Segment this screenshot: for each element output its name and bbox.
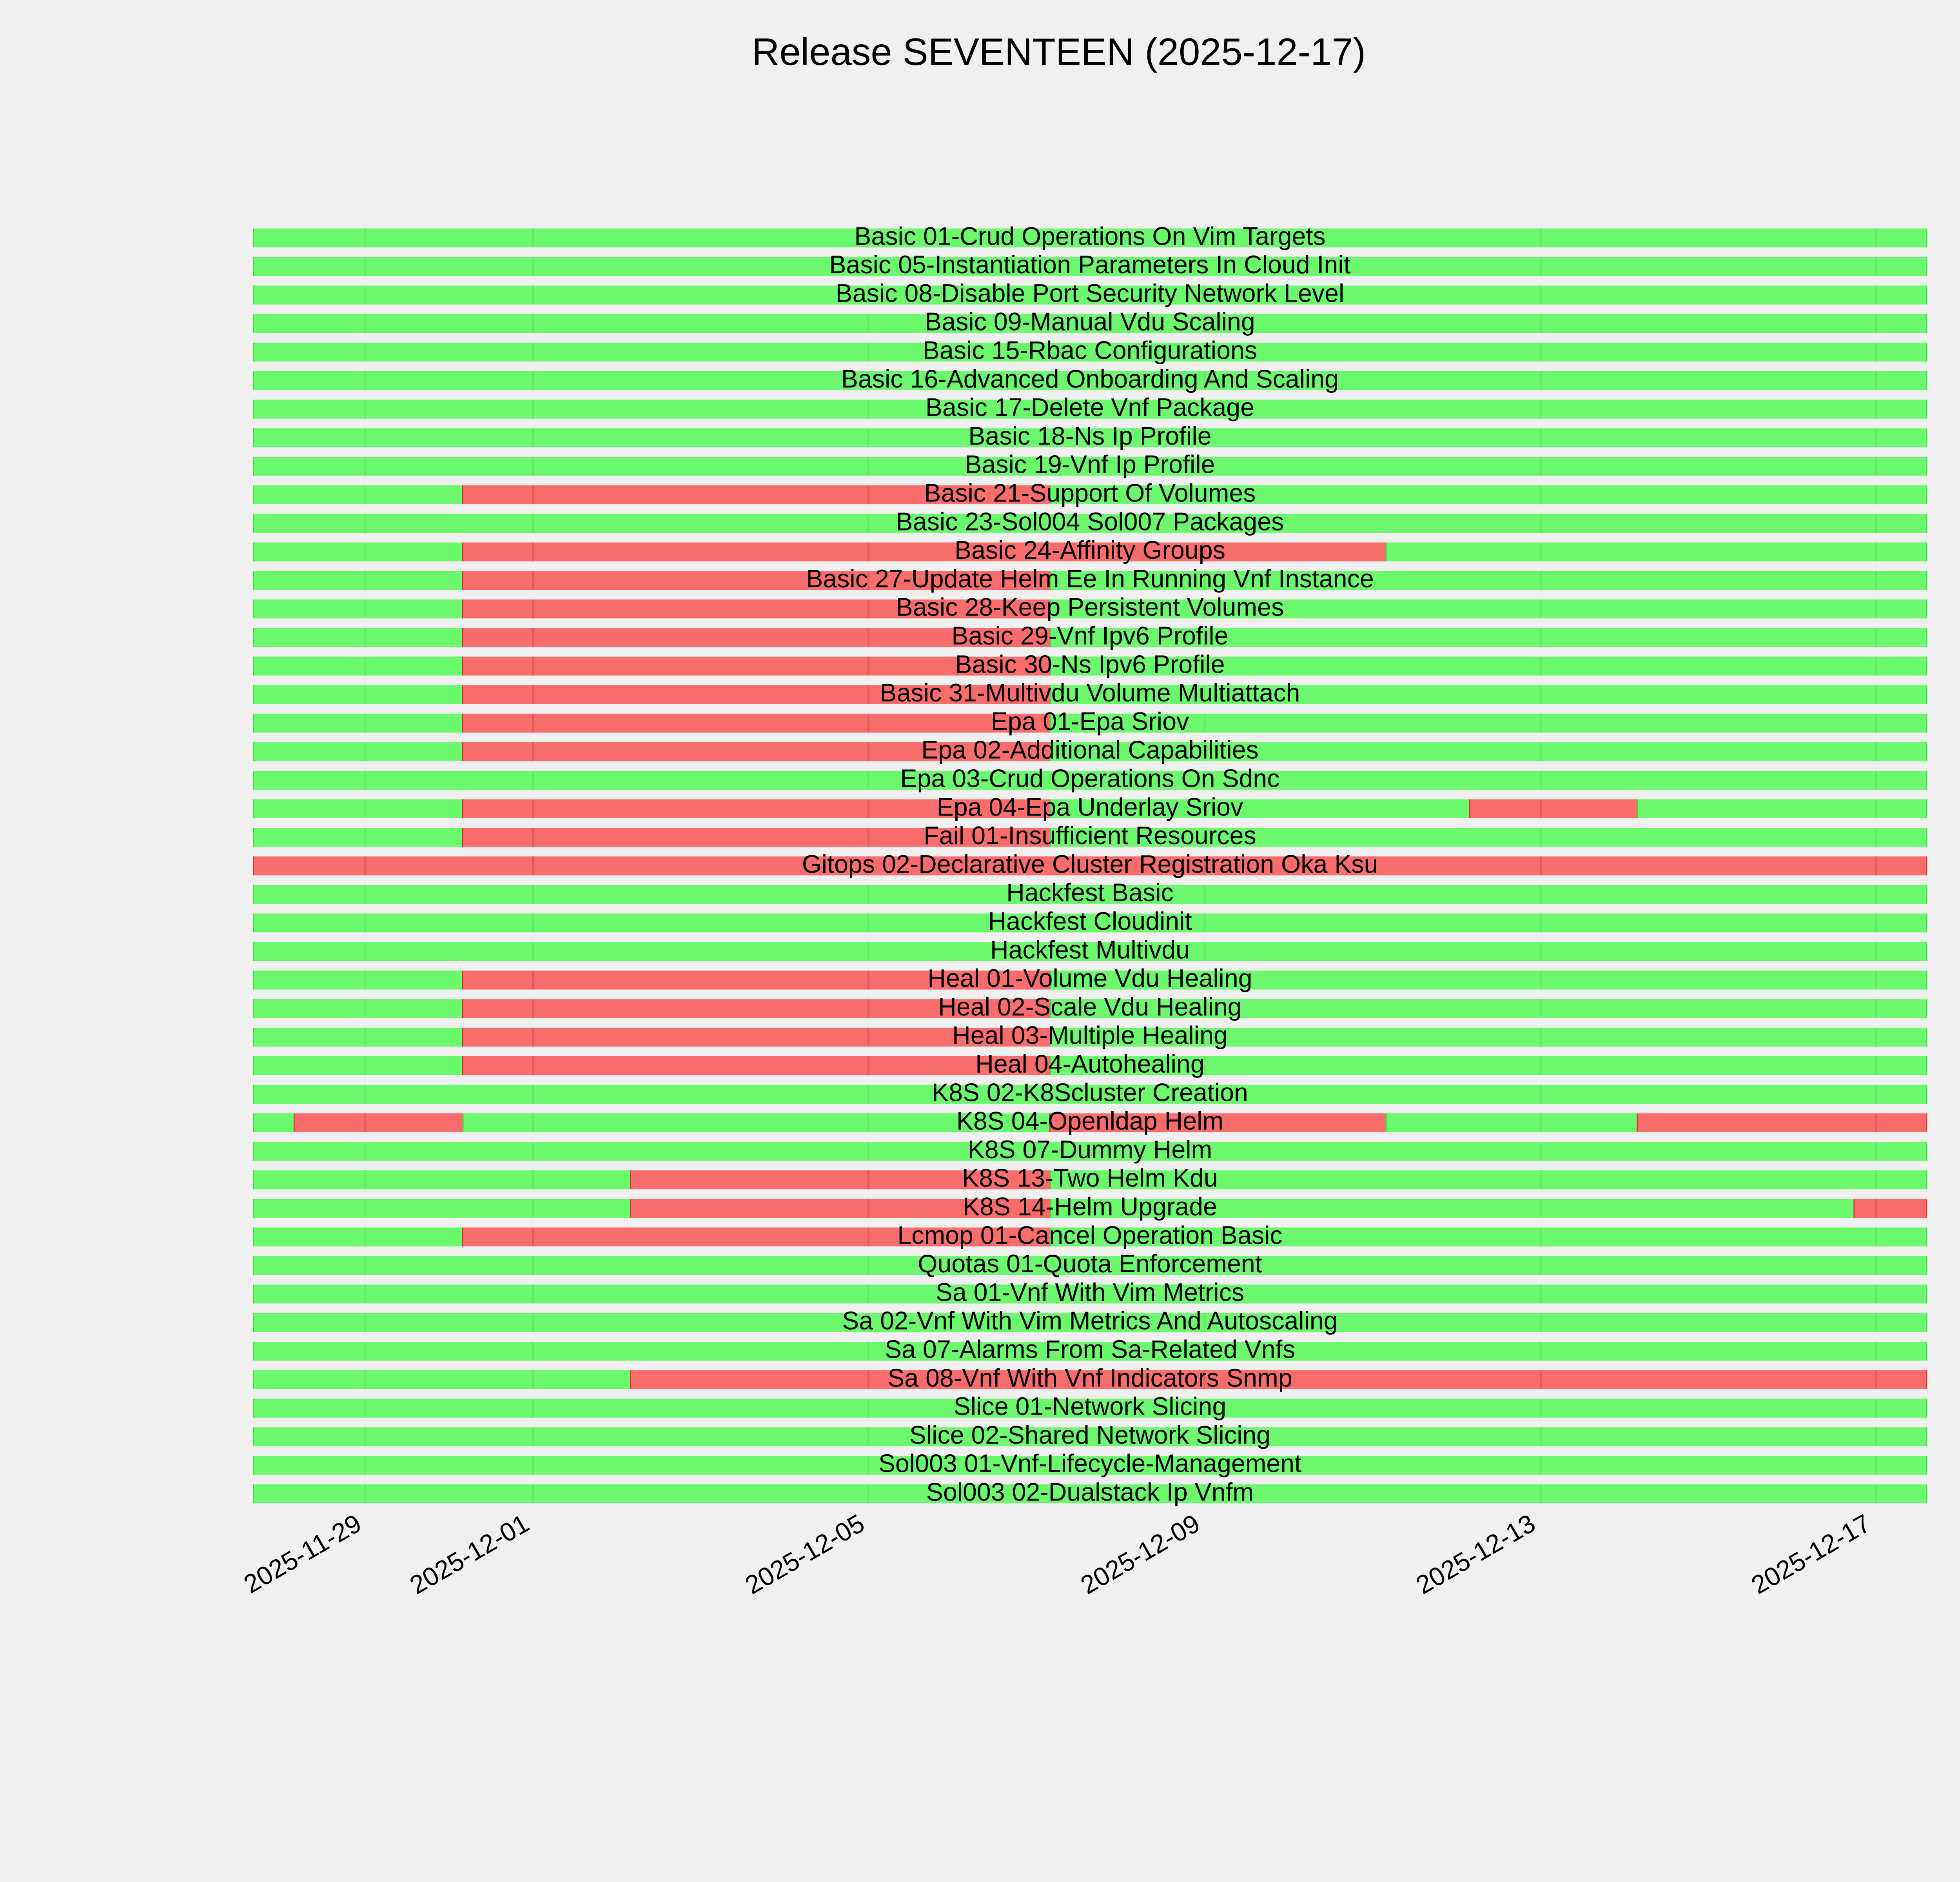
svg-text:K8S 02-K8Scluster Creation: K8S 02-K8Scluster Creation: [932, 1078, 1248, 1106]
svg-text:Basic 19-Vnf Ip Profile: Basic 19-Vnf Ip Profile: [965, 451, 1215, 479]
svg-text:Heal 03-Multiple Healing: Heal 03-Multiple Healing: [952, 1021, 1228, 1050]
svg-text:Basic 23-Sol004 Sol007 Package: Basic 23-Sol004 Sol007 Packages: [896, 507, 1284, 536]
svg-text:Hackfest Cloudinit: Hackfest Cloudinit: [988, 907, 1192, 936]
svg-text:Basic 01-Crud Operations On Vi: Basic 01-Crud Operations On Vim Targets: [854, 222, 1325, 250]
svg-text:Hackfest Multivdu: Hackfest Multivdu: [990, 936, 1190, 964]
svg-text:Basic 15-Rbac Configurations: Basic 15-Rbac Configurations: [923, 336, 1257, 365]
svg-text:K8S 04-Openldap Helm: K8S 04-Openldap Helm: [956, 1107, 1223, 1135]
svg-text:Basic 09-Manual Vdu Scaling: Basic 09-Manual Vdu Scaling: [925, 308, 1255, 336]
svg-text:Basic 16-Advanced Onboarding A: Basic 16-Advanced Onboarding And Scaling: [841, 365, 1339, 393]
svg-text:Epa 03-Crud Operations On Sdnc: Epa 03-Crud Operations On Sdnc: [900, 765, 1279, 793]
svg-text:Epa 02-Additional Capabilities: Epa 02-Additional Capabilities: [921, 736, 1259, 764]
svg-text:Quotas 01-Quota Enforcement: Quotas 01-Quota Enforcement: [918, 1250, 1262, 1278]
svg-text:Gitops 02-Declarative Cluster: Gitops 02-Declarative Cluster Registrati…: [802, 850, 1378, 878]
svg-text:Slice 02-Shared Network Slicin: Slice 02-Shared Network Slicing: [909, 1421, 1270, 1449]
svg-text:Sa 02-Vnf With Vim Metrics And: Sa 02-Vnf With Vim Metrics And Autoscali…: [842, 1307, 1338, 1335]
svg-text:K8S 14-Helm Upgrade: K8S 14-Helm Upgrade: [963, 1193, 1217, 1221]
svg-text:Basic 27-Update Helm Ee In Run: Basic 27-Update Helm Ee In Running Vnf I…: [806, 565, 1374, 593]
svg-text:Sa 07-Alarms From Sa-Related V: Sa 07-Alarms From Sa-Related Vnfs: [885, 1335, 1295, 1364]
svg-text:Basic 31-Multivdu Volume Multi: Basic 31-Multivdu Volume Multiattach: [880, 679, 1300, 707]
svg-text:K8S 13-Two Helm Kdu: K8S 13-Two Helm Kdu: [962, 1164, 1218, 1192]
svg-text:Lcmop 01-Cancel Operation Basi: Lcmop 01-Cancel Operation Basic: [897, 1221, 1282, 1249]
svg-text:Epa 01-Epa Sriov: Epa 01-Epa Sriov: [991, 707, 1189, 736]
svg-text:Sol003 01-Vnf-Lifecycle-Manage: Sol003 01-Vnf-Lifecycle-Management: [878, 1450, 1301, 1478]
svg-text:Basic 24-Affinity Groups: Basic 24-Affinity Groups: [955, 536, 1225, 564]
svg-text:Sa 01-Vnf With Vim Metrics: Sa 01-Vnf With Vim Metrics: [936, 1278, 1244, 1306]
svg-text:Basic 30-Ns Ipv6 Profile: Basic 30-Ns Ipv6 Profile: [955, 650, 1225, 678]
svg-text:Sa 08-Vnf With Vnf Indicators: Sa 08-Vnf With Vnf Indicators Snmp: [887, 1364, 1292, 1392]
svg-text:Heal 04-Autohealing: Heal 04-Autohealing: [975, 1050, 1205, 1078]
svg-text:Basic 29-Vnf Ipv6 Profile: Basic 29-Vnf Ipv6 Profile: [951, 622, 1228, 650]
svg-text:Basic 17-Delete Vnf Package: Basic 17-Delete Vnf Package: [926, 393, 1254, 421]
svg-text:Basic 08-Disable Port Security: Basic 08-Disable Port Security Network L…: [836, 279, 1345, 307]
svg-text:Basic 28-Keep Persistent Volum: Basic 28-Keep Persistent Volumes: [896, 593, 1284, 621]
svg-text:Basic 18-Ns Ip Profile: Basic 18-Ns Ip Profile: [968, 422, 1211, 450]
svg-text:Basic 21-Support Of Volumes: Basic 21-Support Of Volumes: [924, 479, 1256, 507]
svg-text:Heal 01-Volume Vdu Healing: Heal 01-Volume Vdu Healing: [927, 964, 1252, 992]
svg-text:Heal 02-Scale Vdu Healing: Heal 02-Scale Vdu Healing: [938, 993, 1241, 1021]
svg-text:Release SEVENTEEN (2025-12-17): Release SEVENTEEN (2025-12-17): [752, 31, 1366, 73]
svg-text:Epa 04-Epa Underlay Sriov: Epa 04-Epa Underlay Sriov: [937, 793, 1243, 821]
svg-text:Sol003 02-Dualstack Ip Vnfm: Sol003 02-Dualstack Ip Vnfm: [926, 1478, 1254, 1506]
svg-text:Hackfest Basic: Hackfest Basic: [1006, 879, 1174, 907]
svg-text:Slice 01-Network Slicing: Slice 01-Network Slicing: [954, 1392, 1226, 1421]
svg-text:Fail 01-Insufficient Resources: Fail 01-Insufficient Resources: [924, 821, 1256, 850]
svg-text:Basic 05-Instantiation Paramet: Basic 05-Instantiation Parameters In Clo…: [829, 251, 1350, 279]
svg-text:K8S 07-Dummy Helm: K8S 07-Dummy Helm: [968, 1135, 1212, 1164]
